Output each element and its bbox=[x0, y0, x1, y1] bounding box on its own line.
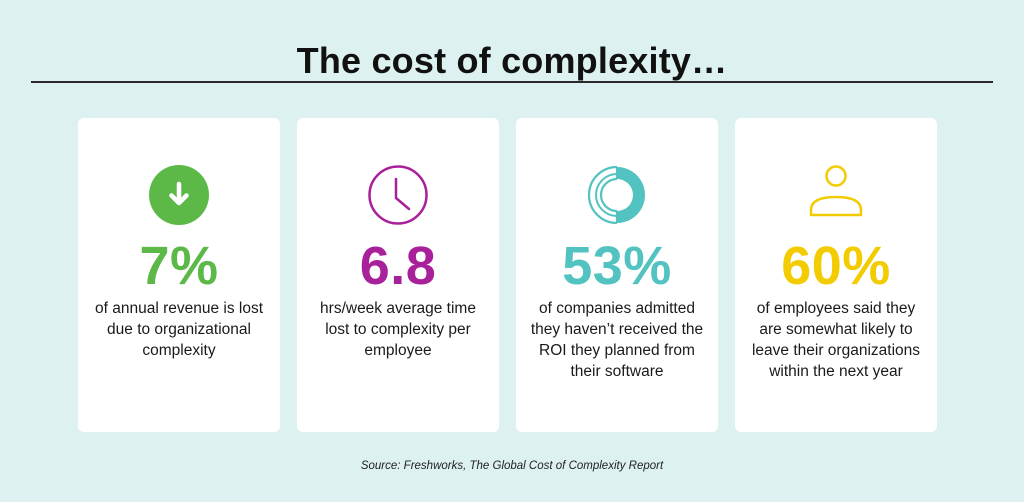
stat-card-time: 6.8 hrs/week average time lost to comple… bbox=[297, 118, 499, 432]
stat-value: 53% bbox=[562, 236, 672, 296]
stat-description: hrs/week average time lost to complexity… bbox=[320, 300, 476, 359]
down-arrow-circle-icon bbox=[148, 164, 210, 226]
stat-card-employees: 60% of employees said they are somewhat … bbox=[735, 118, 937, 432]
title-divider bbox=[31, 81, 993, 83]
stat-card-roi: 53% of companies admitted they haven’t r… bbox=[516, 118, 718, 432]
page-title: The cost of complexity… bbox=[296, 40, 728, 81]
stat-value: 7% bbox=[139, 236, 219, 296]
clock-icon bbox=[367, 164, 429, 226]
stat-card-revenue: 7% of annual revenue is lost due to orga… bbox=[78, 118, 280, 432]
donut-chart-icon bbox=[586, 164, 648, 226]
stat-value: 60% bbox=[781, 236, 891, 296]
stat-description: of employees said they are somewhat like… bbox=[751, 300, 921, 380]
source-citation: Source: Freshworks, The Global Cost of C… bbox=[360, 460, 664, 472]
person-icon bbox=[805, 164, 867, 226]
stat-description: of annual revenue is lost due to organiz… bbox=[94, 300, 264, 359]
stat-description: of companies admitted they haven’t recei… bbox=[530, 300, 704, 380]
stat-value: 6.8 bbox=[359, 236, 437, 296]
